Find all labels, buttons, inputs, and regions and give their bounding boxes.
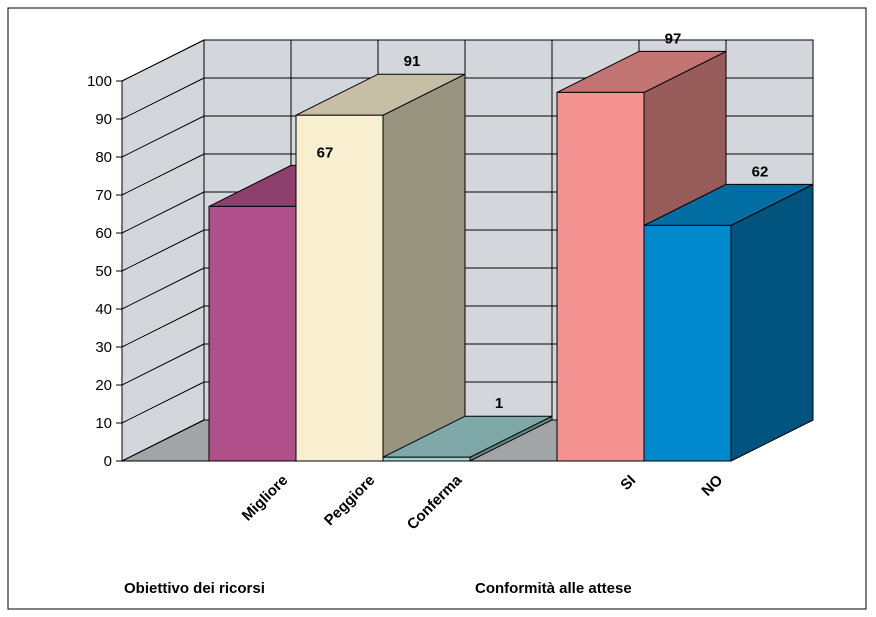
bar-front	[643, 224, 732, 462]
group-label: Obiettivo dei ricorsi	[124, 580, 265, 597]
gridline-side	[121, 305, 205, 348]
bar-conferma	[382, 415, 553, 462]
y-tick-label: 50	[95, 263, 112, 280]
bar-front	[295, 114, 384, 462]
gridline-side	[121, 343, 205, 386]
gridline-side	[121, 267, 205, 310]
gridline-side	[121, 77, 205, 120]
bars	[208, 50, 814, 462]
bar-peggiore	[295, 73, 466, 462]
bar-no	[643, 183, 814, 462]
y-tick-label: 90	[95, 111, 112, 128]
y-tick-label: 80	[95, 149, 112, 166]
gridline-side	[121, 115, 205, 158]
y-tick-label: 20	[95, 377, 112, 394]
value-label: 91	[404, 53, 421, 70]
y-tick-label: 30	[95, 339, 112, 356]
y-tick-label: 0	[104, 453, 112, 470]
y-tick-label: 40	[95, 301, 112, 318]
gridline-side	[121, 229, 205, 272]
value-label: 97	[665, 30, 682, 47]
gridline-side	[121, 381, 205, 424]
bar-front	[208, 205, 297, 462]
gridline-side	[121, 153, 205, 196]
gridline-side	[121, 191, 205, 234]
bar-side	[730, 183, 814, 462]
bar-front	[382, 456, 471, 462]
gridline-side	[121, 39, 205, 82]
y-tick-label: 100	[87, 73, 112, 90]
bar-side	[382, 73, 466, 462]
y-tick-label: 10	[95, 415, 112, 432]
bar-front	[556, 91, 645, 462]
value-label: 67	[317, 144, 334, 161]
y-tick-label: 60	[95, 225, 112, 242]
value-label: 62	[752, 163, 769, 180]
gridline-side	[121, 419, 205, 462]
y-tick-label: 70	[95, 187, 112, 204]
value-label: 1	[495, 395, 503, 412]
group-label: Conformità alle attese	[475, 580, 632, 597]
